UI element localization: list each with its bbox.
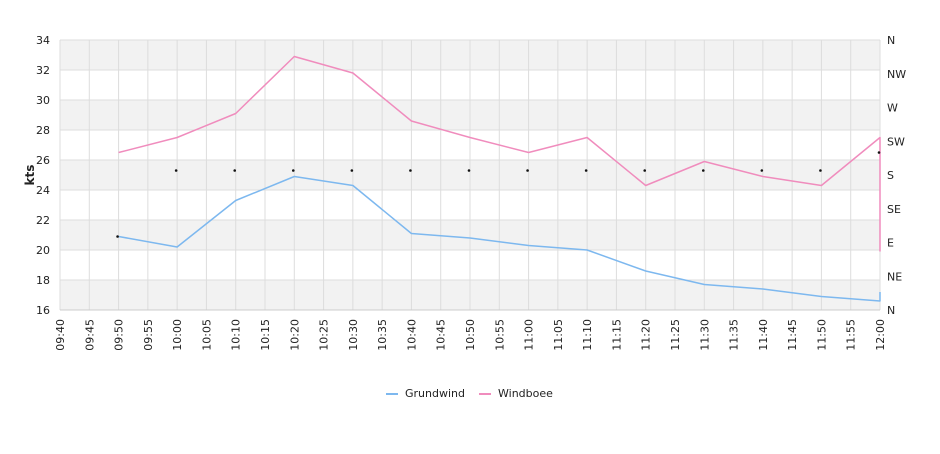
direction-marker <box>174 169 178 172</box>
y-tick-label: 20 <box>36 244 50 257</box>
x-tick-label: 10:50 <box>464 319 477 351</box>
x-tick-label: 09:55 <box>142 319 155 351</box>
x-tick-label: 10:20 <box>288 319 301 351</box>
y-tick-label: 32 <box>36 64 50 77</box>
y-tick-label: 18 <box>36 274 50 287</box>
x-tick-label: 11:55 <box>845 319 858 351</box>
direction-marker <box>291 169 295 172</box>
direction-tick-label: N <box>887 304 895 317</box>
direction-marker <box>409 169 412 172</box>
direction-marker <box>116 235 119 238</box>
x-tick-label: 10:00 <box>171 319 184 351</box>
direction-tick-label: N <box>887 34 895 47</box>
x-tick-label: 10:55 <box>493 319 506 351</box>
direction-tick-label: SE <box>887 203 901 216</box>
x-tick-label: 11:40 <box>757 319 770 351</box>
direction-marker <box>467 169 471 172</box>
direction-marker <box>701 169 705 172</box>
legend-item-label[interactable]: Grundwind <box>405 387 465 400</box>
y-tick-label: 16 <box>36 304 50 317</box>
x-tick-label: 09:40 <box>54 319 67 351</box>
x-tick-label: 10:45 <box>435 319 448 351</box>
x-tick-label: 11:50 <box>815 319 828 351</box>
direction-tick-label: NE <box>887 270 902 283</box>
y-tick-label: 28 <box>36 124 50 137</box>
series-line <box>118 55 881 252</box>
x-tick-label: 11:25 <box>669 319 682 351</box>
legend-item-label[interactable]: Windboee <box>498 387 553 400</box>
x-tick-label: 12:00 <box>874 319 887 351</box>
x-tick-label: 11:30 <box>698 319 711 351</box>
x-tick-label: 10:15 <box>259 319 272 351</box>
x-tick-label: 10:40 <box>405 319 418 351</box>
direction-tick-label: NW <box>887 68 906 81</box>
direction-marker <box>877 151 881 154</box>
x-tick-label: 10:25 <box>318 319 331 351</box>
x-tick-label: 11:45 <box>786 319 799 351</box>
x-tick-label: 09:50 <box>113 319 126 351</box>
direction-tick-label: E <box>887 237 894 250</box>
y-tick-label: 30 <box>36 94 50 107</box>
x-tick-label: 11:05 <box>552 319 565 351</box>
direction-tick-label: S <box>887 169 894 182</box>
x-tick-label: 10:05 <box>200 319 213 351</box>
x-tick-label: 11:15 <box>610 319 623 351</box>
y-axis-label: kts <box>23 165 37 186</box>
y-tick-label: 24 <box>36 184 50 197</box>
series-line <box>118 175 881 302</box>
direction-marker <box>760 169 764 172</box>
x-tick-label: 11:35 <box>728 319 741 351</box>
direction-tick-label: SW <box>887 135 905 148</box>
direction-marker <box>584 169 588 172</box>
direction-marker <box>643 169 647 172</box>
y-tick-label: 22 <box>36 214 50 227</box>
x-tick-label: 10:30 <box>347 319 360 351</box>
direction-marker <box>819 169 822 172</box>
y-tick-label: 34 <box>36 34 50 47</box>
direction-marker <box>233 169 237 172</box>
direction-marker <box>350 169 354 172</box>
x-tick-label: 11:10 <box>581 319 594 351</box>
y-tick-label: 26 <box>36 154 50 167</box>
x-tick-label: 09:45 <box>83 319 96 351</box>
x-tick-label: 11:00 <box>523 319 536 351</box>
x-tick-label: 10:35 <box>376 319 389 351</box>
x-tick-label: 10:10 <box>230 319 243 351</box>
direction-marker <box>526 169 529 172</box>
direction-tick-label: W <box>887 102 898 115</box>
x-tick-label: 11:20 <box>640 319 653 351</box>
